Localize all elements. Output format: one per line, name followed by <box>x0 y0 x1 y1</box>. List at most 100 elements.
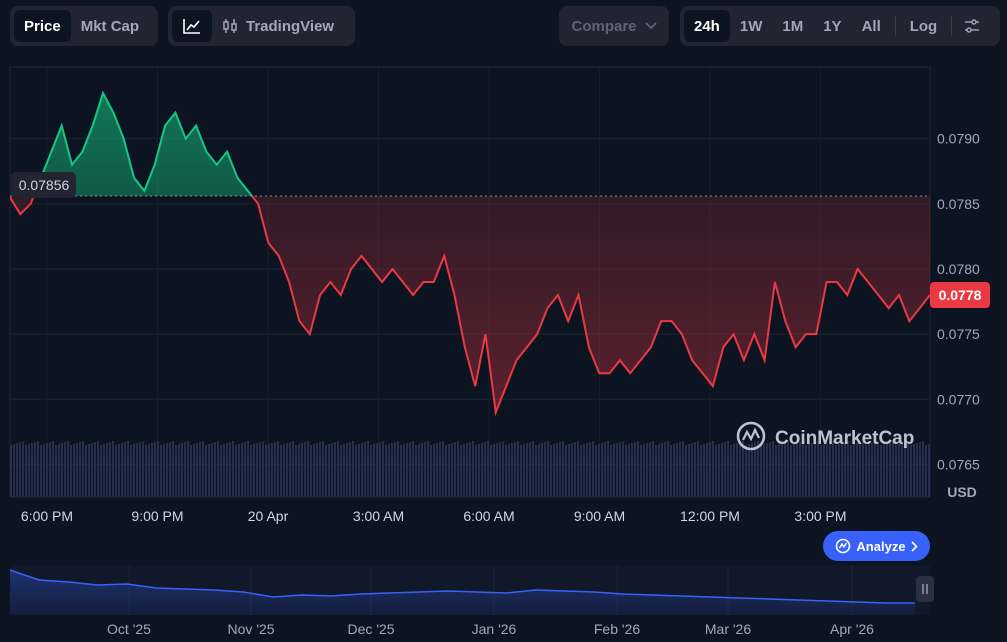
volume-bar <box>172 441 174 497</box>
price-line-up <box>32 90 254 196</box>
price-tab[interactable]: Price <box>14 10 71 42</box>
volume-bar <box>850 445 852 497</box>
range-24h-button[interactable]: 24h <box>684 10 730 42</box>
volume-bar <box>751 443 753 497</box>
range-all-button[interactable]: All <box>861 17 881 35</box>
volume-bar <box>346 443 348 497</box>
current-price-badge: 0.0778 <box>930 282 990 309</box>
volume-bar <box>334 442 336 497</box>
volume-bar <box>382 441 384 497</box>
area-above-baseline <box>10 93 930 196</box>
volume-bar <box>493 444 495 497</box>
volume-bar <box>505 445 507 497</box>
candlestick-icon <box>223 19 237 33</box>
volume-bar <box>679 442 681 497</box>
volume-bar <box>274 442 276 497</box>
navigator-handle[interactable] <box>916 576 934 602</box>
volume-bar <box>718 444 720 497</box>
analyze-label: Analyze <box>856 538 906 554</box>
volume-bar <box>607 441 609 497</box>
volume-bar <box>370 445 372 497</box>
volume-bar <box>520 445 522 497</box>
settings-button[interactable] <box>956 10 988 42</box>
volume-bar <box>841 443 843 497</box>
volume-bar <box>661 443 663 497</box>
volume-bar <box>280 445 282 497</box>
volume-bar <box>244 442 246 497</box>
volume-bar <box>925 445 927 497</box>
compare-dropdown[interactable]: Compare <box>559 6 669 46</box>
volume-bar <box>115 445 117 497</box>
volume-bar <box>622 441 624 497</box>
divider <box>894 16 896 36</box>
analyze-button[interactable]: Analyze <box>823 531 930 561</box>
overview-navigator[interactable] <box>9 565 934 615</box>
volume-bar <box>238 444 240 497</box>
volume-bar <box>391 443 393 497</box>
range-1w-button[interactable]: 1W <box>739 17 763 35</box>
volume-bar <box>106 443 108 497</box>
volume-bar <box>73 444 75 497</box>
volume-bar <box>793 444 795 497</box>
volume-bar <box>376 443 378 497</box>
x-tick-label: 9:00 AM <box>574 508 625 524</box>
volume-bar <box>154 442 156 497</box>
volume-bar <box>616 443 618 497</box>
range-1m-button[interactable]: 1M <box>782 17 804 35</box>
volume-bar <box>508 444 510 497</box>
overview-x-tick-label: Dec '25 <box>347 621 394 637</box>
volume-bar <box>256 443 258 497</box>
line-chart-button[interactable] <box>172 10 212 42</box>
volume-bar <box>817 441 819 497</box>
volume-bar <box>424 442 426 497</box>
chevron-right-icon <box>910 540 918 552</box>
volume-bar <box>25 445 27 497</box>
volume-bar <box>631 443 633 497</box>
tradingview-button[interactable]: TradingView <box>212 10 344 42</box>
volume-bar <box>121 443 123 497</box>
volume-bar <box>142 441 144 497</box>
volume-bar <box>640 445 642 497</box>
volume-bar <box>34 442 36 497</box>
overview-x-tick-label: Jan '26 <box>472 621 517 637</box>
x-tick-label: 12:00 PM <box>680 508 740 524</box>
volume-bar <box>664 442 666 497</box>
volume-bar <box>247 441 249 497</box>
volume-bar <box>601 443 603 497</box>
volume-bar <box>466 443 468 497</box>
log-scale-button[interactable]: Log <box>909 17 938 35</box>
volume-bar <box>685 445 687 497</box>
volume-bar <box>853 444 855 497</box>
mktcap-tab[interactable]: Mkt Cap <box>80 17 140 35</box>
volume-bar <box>532 441 534 497</box>
volume-bar <box>847 441 849 497</box>
volume-bar <box>94 442 96 497</box>
volume-bar <box>490 445 492 497</box>
volume-bar <box>883 444 885 497</box>
volume-bar <box>706 443 708 497</box>
volume-bar <box>766 443 768 497</box>
volume-bar <box>133 444 135 497</box>
volume-bar <box>253 444 255 497</box>
volume-bar <box>352 441 354 497</box>
range-1y-button[interactable]: 1Y <box>823 17 842 35</box>
volume-bar <box>112 441 114 497</box>
volume-bar <box>385 445 387 497</box>
volume-bar <box>91 443 93 497</box>
volume-bar <box>70 445 72 497</box>
volume-bar <box>454 442 456 497</box>
volume-bar <box>625 445 627 497</box>
volume-bar <box>343 444 345 497</box>
volume-bar <box>697 441 699 497</box>
chevron-down-icon <box>644 22 657 30</box>
volume-bar <box>832 441 834 497</box>
volume-bar <box>187 441 189 497</box>
volume-bar <box>283 444 285 497</box>
y-tick-label: 0.0775 <box>937 326 980 342</box>
volume-bar <box>808 444 810 497</box>
volume-bar <box>208 444 210 497</box>
volume-bar <box>415 445 417 497</box>
volume-bar <box>655 445 657 497</box>
volume-bar <box>331 443 333 497</box>
overview-x-tick-label: Feb '26 <box>594 621 640 637</box>
